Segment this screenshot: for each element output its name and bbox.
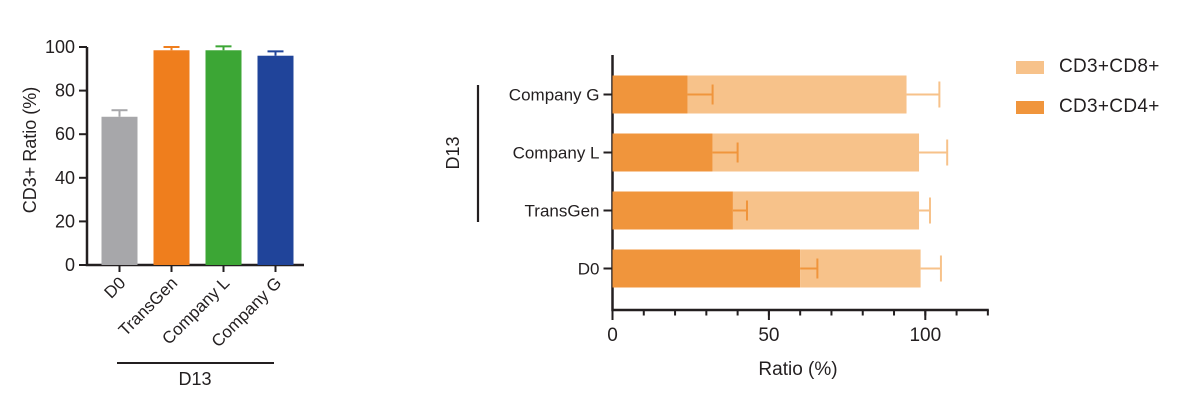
legend-swatch-cd8-icon [1016,60,1044,74]
cd4-cd8-stacked-bar-chart: 0 50 100 Ratio (%) Company G Company L TransGe… [443,55,989,380]
y-category-label: TransGen [525,202,600,221]
y-tick-label: 40 [55,168,75,188]
right-x-axis-title: Ratio (%) [758,359,837,380]
stack-Company L-cd8 [712,133,920,172]
x-tick-label: 50 [758,325,779,346]
y-category-label: Company G [509,86,600,105]
stack-TransGen-cd8 [732,191,920,230]
group-label-d13: D13 [178,369,211,389]
bar-D0 [101,116,138,265]
group-label-d13: D13 [443,136,463,169]
x-tick-label: 0 [607,325,618,346]
legend: CD3+CD8+ CD3+CD4+ [1016,56,1160,118]
x-tick-label: 100 [909,325,941,346]
y-tick-label: 60 [55,124,75,144]
left-y-axis-title: CD3+ Ratio (%) [20,87,40,214]
legend-item-cd4: CD3+CD4+ [1016,96,1160,118]
legend-label-cd4: CD3+CD4+ [1059,96,1160,117]
stack-D0-cd8 [800,249,921,288]
y-tick-label: 100 [45,37,75,57]
stack-Company L-cd4 [612,133,713,172]
legend-label-cd8: CD3+CD8+ [1059,56,1160,77]
stack-TransGen-cd4 [612,191,733,230]
legend-item-cd8: CD3+CD8+ [1016,56,1160,78]
bar-Company G [257,55,294,265]
y-tick-label: 0 [65,255,75,275]
stack-Company G-cd4 [612,75,688,114]
y-tick-label: 80 [55,81,75,101]
bar-TransGen [153,50,190,265]
bar-Company L [205,50,242,265]
legend-swatch-cd4-icon [1016,100,1044,114]
stack-Company G-cd8 [687,75,907,114]
stack-D0-cd4 [612,249,801,288]
y-tick-label: 20 [55,211,75,231]
x-tick-label: D0 [101,273,130,302]
y-category-label: Company L [513,144,600,163]
y-category-label: D0 [578,260,600,279]
